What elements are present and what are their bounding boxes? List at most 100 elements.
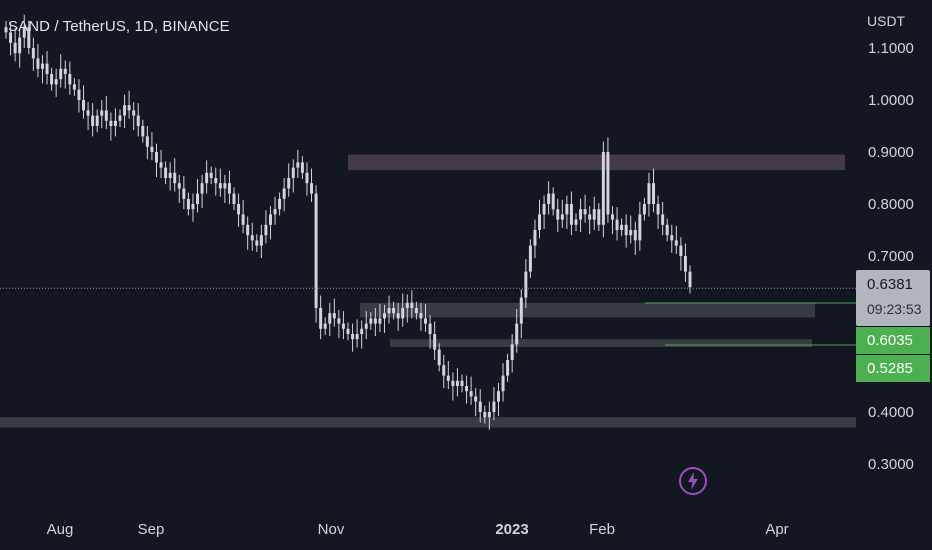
- candle-body: [186, 198, 190, 210]
- level-2-box: 0.5285: [856, 355, 930, 382]
- price-tick-label: 0.4000: [868, 404, 914, 421]
- candle-body: [323, 323, 327, 329]
- candle-body: [341, 323, 345, 329]
- candle-body: [259, 235, 263, 246]
- current-price-box: 0.6381 09:23:53: [856, 270, 930, 326]
- time-tick-label: Apr: [765, 521, 788, 538]
- candle-body: [665, 224, 669, 236]
- candle-body: [620, 224, 624, 230]
- candle-body: [433, 334, 437, 350]
- candle-body: [314, 193, 318, 308]
- candle-body: [214, 178, 218, 184]
- candle-body: [592, 209, 596, 220]
- candle-body: [414, 308, 418, 314]
- zone-support-bottom: [0, 417, 856, 428]
- candle-body: [255, 240, 259, 246]
- lightning-bolt-icon[interactable]: [678, 466, 708, 496]
- time-axis: Aug Sep Nov 2023 Feb Apr: [47, 521, 789, 538]
- time-tick-label: Aug: [47, 521, 74, 538]
- candle-body: [351, 334, 355, 340]
- candle-body: [109, 120, 113, 126]
- candle-body: [478, 401, 482, 412]
- candle-body: [159, 162, 163, 168]
- candle-body: [200, 183, 204, 194]
- candle-body: [182, 188, 186, 199]
- candle-body: [296, 162, 300, 168]
- candle-body: [232, 193, 236, 204]
- candle-body: [638, 214, 642, 241]
- candle-body: [369, 318, 373, 324]
- candle-body: [72, 84, 76, 90]
- candle-body: [624, 224, 628, 236]
- candle-body: [560, 214, 564, 220]
- candle-body: [674, 240, 678, 246]
- candle-body: [18, 37, 22, 54]
- price-tick-label: 0.8000: [868, 196, 914, 213]
- candle-body: [360, 328, 364, 334]
- candle-body: [424, 318, 428, 324]
- candle-body: [196, 193, 200, 204]
- candle-body: [506, 360, 510, 376]
- currency-label: USDT: [867, 13, 906, 29]
- candle-body: [218, 183, 222, 189]
- candle-body: [205, 172, 209, 184]
- candle-body: [579, 209, 583, 220]
- current-price-label: 0.6381: [867, 276, 913, 293]
- level-1-box: 0.6035: [856, 327, 930, 354]
- time-tick-label: Nov: [318, 521, 345, 538]
- candle-body: [460, 380, 464, 386]
- candle-body: [168, 172, 172, 178]
- price-tick-label: 0.7000: [868, 248, 914, 265]
- candle-body: [141, 126, 145, 137]
- candle-body: [113, 120, 117, 126]
- candle-body: [583, 209, 587, 215]
- candle-body: [483, 412, 487, 418]
- candle-body: [31, 48, 35, 59]
- candle-body: [264, 224, 268, 236]
- candle-body: [82, 100, 86, 111]
- candle-body: [118, 115, 122, 121]
- price-tick-label: 0.3000: [868, 456, 914, 473]
- time-tick-label: 2023: [495, 521, 528, 538]
- candle-body: [588, 214, 592, 220]
- candle-body: [54, 79, 58, 85]
- candle-body: [241, 214, 245, 225]
- candle-body: [86, 110, 90, 116]
- candle-body: [100, 110, 104, 116]
- candle-body: [501, 375, 505, 392]
- candle-body: [127, 105, 131, 111]
- candle-body: [191, 204, 195, 210]
- candle-body: [428, 323, 432, 334]
- candle-body: [451, 380, 455, 386]
- candle-body: [528, 245, 532, 272]
- candle-body: [679, 245, 683, 256]
- candle-body: [123, 105, 127, 116]
- candle-body: [556, 209, 560, 220]
- candle-body: [173, 172, 177, 184]
- candle-body: [474, 396, 478, 402]
- candle-body: [496, 391, 500, 402]
- candle-body: [223, 183, 227, 189]
- candle-body: [95, 115, 99, 126]
- candle-body: [273, 209, 277, 215]
- candle-body: [355, 334, 359, 340]
- candle-body: [492, 401, 496, 412]
- candle-body: [278, 198, 282, 210]
- level-lines: [645, 302, 856, 346]
- candle-body: [63, 68, 67, 74]
- candle-body: [9, 32, 13, 43]
- candle-body: [688, 271, 692, 288]
- candle-body: [410, 302, 414, 308]
- price-tick-label: 1.0000: [868, 92, 914, 109]
- chart-title: SAND / TetherUS, 1D, BINANCE: [8, 18, 230, 35]
- time-tick-label: Sep: [138, 521, 165, 538]
- candle-body: [291, 167, 295, 178]
- candle-body: [661, 214, 665, 225]
- candle-body: [136, 115, 140, 126]
- candle-body: [382, 313, 386, 319]
- candle-body: [615, 219, 619, 230]
- candle-body: [465, 386, 469, 392]
- candle-body: [565, 204, 569, 215]
- zones: [0, 154, 856, 428]
